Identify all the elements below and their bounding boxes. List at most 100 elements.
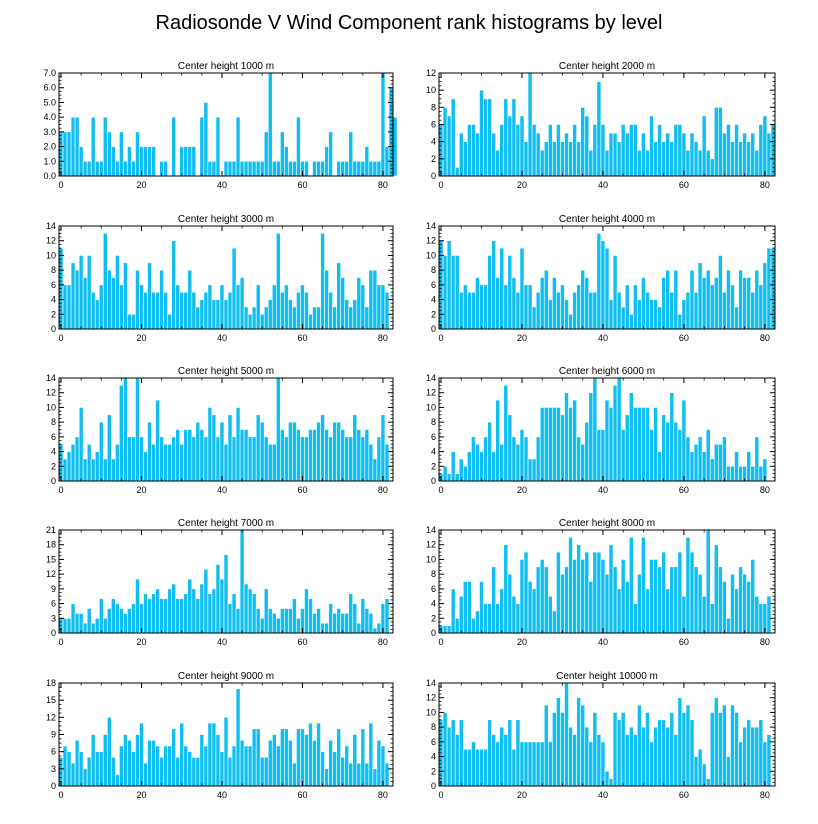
bar [592, 124, 598, 177]
y-tick-label: 4 [51, 295, 56, 305]
bar [336, 728, 341, 787]
panel-10: Center height 10000 m 0 2 4 6 8 10 12 14 0 20 40 60 8… [426, 671, 776, 800]
bar [376, 160, 382, 177]
bar [151, 291, 156, 330]
bar [267, 299, 273, 330]
bar [673, 566, 679, 634]
bar [584, 726, 590, 787]
bar [616, 141, 622, 177]
bar [697, 573, 703, 634]
bar [336, 608, 341, 634]
bar [665, 269, 671, 330]
bar [143, 762, 148, 787]
bar [247, 313, 253, 330]
bar [271, 284, 277, 330]
bar [511, 748, 517, 787]
bar [584, 551, 590, 634]
y-tick-label: 2 [431, 461, 436, 471]
bar [219, 284, 225, 330]
bar [462, 465, 468, 482]
bar [82, 160, 88, 177]
bar [308, 598, 313, 634]
bar [167, 443, 172, 482]
bar [102, 116, 108, 177]
bar [360, 284, 366, 330]
bar [572, 734, 577, 787]
bar [348, 593, 354, 634]
bar [380, 284, 386, 330]
x-tick-label: 0 [59, 637, 64, 647]
bar [207, 407, 213, 482]
bar [340, 757, 346, 787]
bar [572, 559, 577, 634]
bar [235, 608, 241, 634]
x-tick-label: 40 [217, 180, 227, 190]
bar [384, 443, 390, 482]
bar [479, 748, 484, 787]
x-tick-label: 80 [760, 637, 770, 647]
bar [263, 588, 269, 634]
bar [328, 603, 333, 634]
bar [649, 299, 654, 330]
bar [231, 436, 237, 482]
bar [219, 578, 225, 634]
bar [179, 443, 185, 482]
bar [527, 284, 533, 330]
bar [171, 436, 176, 482]
bar [203, 436, 209, 482]
bar [754, 595, 760, 634]
bar [685, 149, 691, 177]
bar [123, 160, 128, 177]
bar [628, 537, 634, 634]
bar [227, 160, 233, 177]
bar [697, 149, 703, 177]
bar [239, 277, 245, 330]
bar [535, 132, 541, 177]
y-tick-label: 0 [431, 476, 436, 486]
bar [78, 407, 84, 482]
bar [376, 436, 382, 482]
bar [352, 414, 358, 482]
bar [697, 262, 703, 330]
x-tick-label: 20 [136, 180, 146, 190]
bar [726, 465, 731, 482]
bar [199, 116, 205, 177]
bar [199, 734, 205, 787]
bar [624, 414, 630, 482]
panel-1: Center height 1000 m 0.0 1.0 2.0 3.0 4.0 5.0 6.… [43, 61, 398, 190]
bar [519, 115, 525, 177]
bar [78, 255, 84, 330]
bar [304, 291, 309, 330]
bar [115, 443, 120, 482]
y-tick-label: 4 [431, 447, 436, 457]
bar [66, 284, 72, 330]
bar [596, 233, 602, 330]
bar [296, 728, 301, 787]
bar [199, 583, 205, 634]
bar [203, 568, 209, 634]
bar [243, 583, 249, 634]
bar [552, 712, 557, 787]
y-tick-label: 3 [51, 613, 56, 623]
bar [467, 451, 472, 482]
bar [689, 269, 695, 330]
bar [131, 313, 136, 330]
y-tick-label: 6 [431, 280, 436, 290]
bar [641, 277, 646, 330]
y-tick-label: 14 [426, 221, 436, 231]
bar [762, 262, 768, 330]
bar [454, 255, 460, 330]
bar [519, 741, 525, 787]
bar [665, 588, 671, 634]
bar [507, 414, 513, 482]
bar [155, 588, 160, 634]
bar [519, 429, 525, 482]
bar [487, 603, 492, 634]
bar [328, 131, 333, 177]
bar [199, 429, 205, 482]
bar [580, 704, 586, 787]
bar [475, 610, 480, 634]
bar [738, 566, 743, 634]
x-tick-label: 60 [679, 790, 689, 800]
bar [159, 269, 164, 330]
